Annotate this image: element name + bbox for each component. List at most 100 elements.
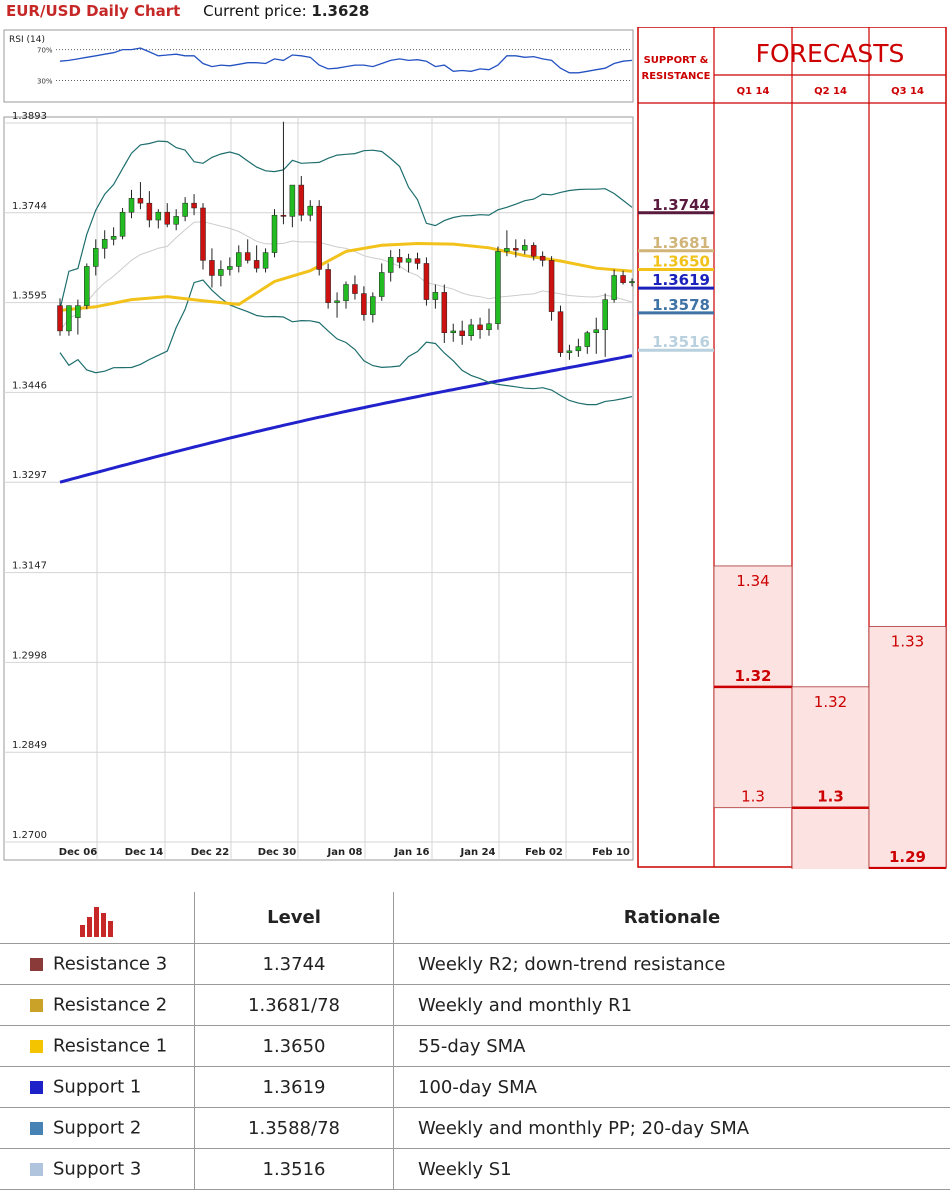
candle-body	[602, 299, 608, 330]
rsi-70-label: 70%	[37, 47, 53, 55]
rsi-label: RSI (14)	[9, 35, 45, 45]
candle-body	[200, 207, 206, 261]
candle-body	[379, 272, 385, 297]
row-level: 1.3516	[194, 1148, 394, 1190]
candle-body	[387, 257, 394, 273]
resistance-3-swatch	[30, 957, 43, 971]
candle-body	[146, 202, 153, 221]
forecast-median-label: 1.3	[817, 788, 844, 806]
table-row: Support 2 1.3588/78 Weekly and monthly P…	[0, 1107, 950, 1149]
y-tick-label: 1.2998	[12, 650, 47, 661]
candle-body	[57, 305, 63, 332]
table-row: Resistance 2 1.3681/78 Weekly and monthl…	[0, 984, 950, 1026]
x-tick-label: Feb 10	[592, 847, 630, 858]
row-level: 1.3650	[194, 1025, 394, 1067]
x-tick-label: Feb 02	[525, 847, 563, 858]
candle-body	[209, 260, 215, 276]
support-3-swatch	[30, 1162, 43, 1176]
candle-body	[504, 248, 510, 252]
row-rationale: Weekly R2; down-trend resistance	[393, 943, 950, 985]
forecast-high-label: 1.33	[891, 632, 924, 650]
candle-body	[137, 198, 144, 204]
x-tick-label: Jan 08	[327, 847, 363, 858]
row-name: Support 3	[53, 1158, 142, 1180]
candle-body	[441, 292, 448, 333]
candle-body	[191, 202, 197, 209]
candle-body	[227, 266, 233, 270]
row-rationale: Weekly and monthly PP; 20-day SMA	[393, 1107, 950, 1149]
candle-body	[280, 214, 287, 217]
candle-body	[548, 260, 555, 312]
y-tick-label: 1.3893	[12, 111, 47, 122]
y-tick-label: 1.3147	[12, 561, 47, 572]
support-2-swatch	[30, 1121, 43, 1135]
row-name: Support 2	[53, 1117, 142, 1139]
candle-body	[459, 330, 465, 336]
candle-body	[477, 324, 483, 330]
candle-body	[432, 292, 439, 300]
forecast-quarter-label: Q2 14	[814, 86, 847, 97]
candle-body	[218, 269, 224, 276]
candle-body	[155, 211, 162, 221]
candle-body	[173, 216, 179, 225]
candle-body	[298, 184, 305, 216]
candle-body	[128, 198, 135, 213]
x-tick-label: Dec 14	[125, 847, 163, 858]
candle-body	[352, 284, 358, 294]
candle-body	[262, 252, 269, 269]
candle-body	[539, 255, 546, 261]
candle-body	[593, 329, 599, 333]
level-column-header: Level	[194, 892, 394, 944]
candle-body	[486, 323, 492, 330]
forecast-low-label: 1.3	[741, 788, 765, 806]
x-tick-label: Dec 30	[258, 847, 296, 858]
y-tick-label: 1.2700	[12, 830, 47, 841]
forecast-median-label: 1.32	[734, 667, 771, 685]
bar-chart-icon	[80, 906, 113, 937]
candle-body	[584, 332, 591, 347]
candle-body	[530, 245, 537, 257]
rsi-panel	[3, 29, 634, 103]
candle-body	[66, 305, 72, 332]
candle-body	[75, 305, 81, 318]
candle-body	[110, 236, 117, 240]
candle-body	[84, 266, 90, 306]
price-chart: RSI (14) 70% 30% 1.3893 1.3744 1.3595 1.3446 1.…	[3, 29, 635, 861]
candle-body	[101, 239, 108, 249]
forecast-high-label: 1.34	[736, 572, 769, 590]
candle-body	[271, 214, 278, 253]
candle-body	[316, 205, 322, 270]
sma55-line	[59, 241, 633, 312]
row-rationale: 55-day SMA	[393, 1025, 950, 1067]
forecast-quarter-label: Q1 14	[737, 86, 770, 97]
candle-body	[575, 346, 582, 352]
candle-body	[325, 269, 331, 303]
forecast-high-label: 1.32	[814, 693, 847, 711]
candle-body	[450, 330, 456, 333]
forecast-quarter-label: Q3 14	[891, 86, 924, 97]
sma100-line	[59, 354, 633, 484]
forecast-range-box	[791, 686, 870, 869]
candle-body	[566, 350, 573, 353]
x-tick-label: Dec 06	[59, 847, 97, 858]
level-marker-label: 1.3578	[652, 296, 710, 314]
candle-body	[522, 245, 528, 251]
candle-body	[182, 202, 188, 217]
candle-body	[343, 284, 349, 302]
candle-body	[236, 252, 242, 267]
candle-body	[244, 252, 251, 261]
table-header-row: Level Rationale	[0, 892, 950, 944]
candle-body	[405, 258, 412, 263]
candle-body	[307, 205, 313, 216]
current-price-value: 1.3628	[311, 2, 370, 20]
forecast-range-box	[868, 625, 947, 869]
y-tick-label: 1.3595	[12, 291, 47, 302]
resistance-2-swatch	[30, 998, 43, 1012]
row-name: Support 1	[53, 1076, 142, 1098]
row-name: Resistance 3	[53, 953, 168, 975]
bollinger-lower-line	[59, 279, 633, 406]
support-1-swatch	[30, 1080, 43, 1094]
y-tick-label: 1.3446	[12, 380, 47, 391]
candle-body	[557, 311, 564, 353]
current-price-label: Current price:	[203, 2, 307, 20]
